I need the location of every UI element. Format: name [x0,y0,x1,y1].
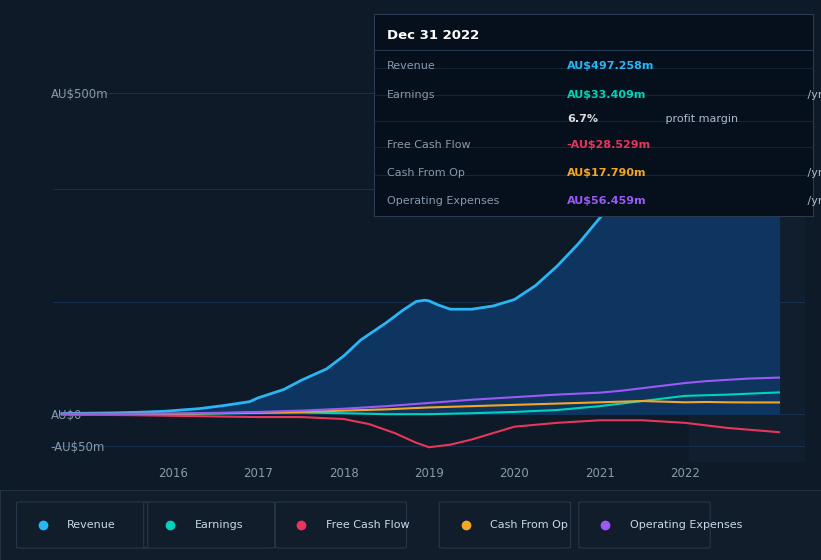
Text: Revenue: Revenue [387,62,435,72]
Text: Earnings: Earnings [195,520,243,530]
Text: Dec 31 2022: Dec 31 2022 [387,29,479,41]
Text: /yr: /yr [804,168,821,178]
Text: -AU$28.529m: -AU$28.529m [566,140,651,150]
Bar [690,67,805,462]
Text: Earnings: Earnings [387,90,435,100]
Text: AU$497.258m: AU$497.258m [566,62,654,72]
Text: Free Cash Flow: Free Cash Flow [387,140,470,150]
Text: profit margin: profit margin [662,114,738,124]
Text: AU$56.459m: AU$56.459m [566,197,646,207]
Text: /yr: /yr [804,90,821,100]
Text: Cash From Op: Cash From Op [490,520,568,530]
Text: AU$33.409m: AU$33.409m [566,90,646,100]
Text: Revenue: Revenue [67,520,116,530]
Text: 6.7%: 6.7% [566,114,598,124]
Text: Free Cash Flow: Free Cash Flow [326,520,410,530]
Text: Operating Expenses: Operating Expenses [630,520,742,530]
Text: /yr: /yr [804,197,821,207]
Text: AU$17.790m: AU$17.790m [566,168,646,178]
Text: Operating Expenses: Operating Expenses [387,197,499,207]
Text: Cash From Op: Cash From Op [387,168,465,178]
